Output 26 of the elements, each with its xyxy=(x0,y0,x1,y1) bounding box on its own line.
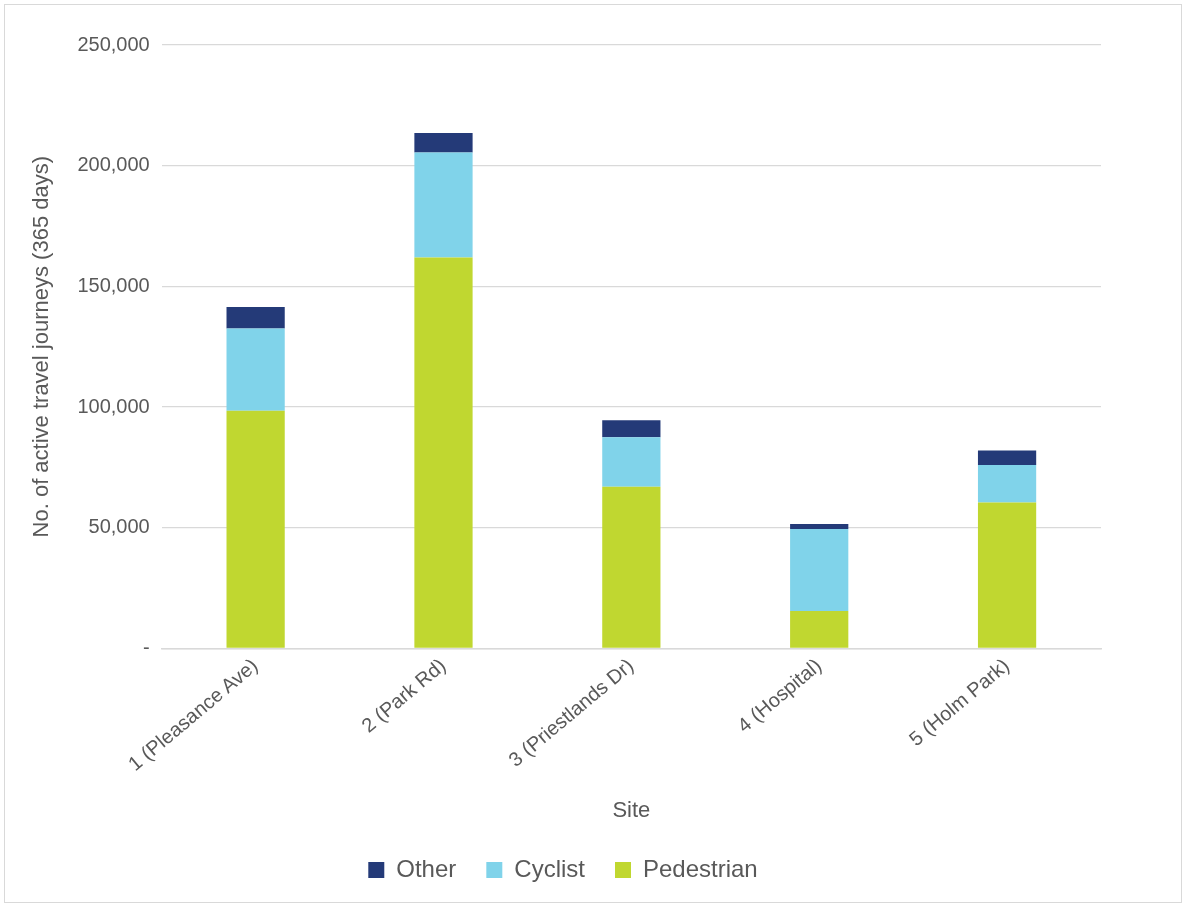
bar xyxy=(226,328,285,411)
y-tick-label: 250,000 xyxy=(77,32,150,55)
bar xyxy=(790,528,849,611)
bar xyxy=(226,410,285,648)
y-tick-label: 150,000 xyxy=(77,273,150,296)
legend-label: Other xyxy=(396,854,457,882)
bar xyxy=(602,420,661,438)
bar xyxy=(226,306,285,329)
bar xyxy=(414,152,473,258)
bar xyxy=(790,610,849,648)
bar xyxy=(977,450,1037,465)
y-tick-label: 200,000 xyxy=(77,153,150,176)
y-tick-label: 100,000 xyxy=(77,394,150,417)
y-tick-label: - xyxy=(143,635,150,658)
y-tick-label: 50,000 xyxy=(88,515,150,538)
bar xyxy=(414,133,473,153)
legend-label: Pedestrian xyxy=(642,854,758,882)
legend-label: Cyclist xyxy=(514,854,586,882)
x-axis-title: Site xyxy=(612,796,651,822)
bar xyxy=(414,257,473,648)
bar xyxy=(977,502,1037,648)
bar xyxy=(977,464,1037,503)
bar xyxy=(602,437,661,487)
bar xyxy=(602,486,661,648)
bar xyxy=(790,524,849,529)
y-axis-title: No. of active travel journeys (365 days) xyxy=(28,155,54,538)
